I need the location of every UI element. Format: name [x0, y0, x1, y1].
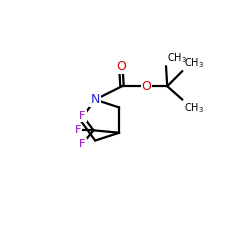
Text: O: O: [142, 80, 152, 93]
Text: O: O: [116, 60, 126, 73]
Text: F: F: [79, 111, 86, 121]
Text: N: N: [90, 93, 100, 106]
Text: CH$_3$: CH$_3$: [184, 101, 204, 115]
Text: F: F: [79, 139, 86, 149]
Text: CH$_3$: CH$_3$: [184, 56, 204, 70]
Text: F: F: [75, 125, 82, 135]
Text: CH$_3$: CH$_3$: [167, 52, 187, 65]
